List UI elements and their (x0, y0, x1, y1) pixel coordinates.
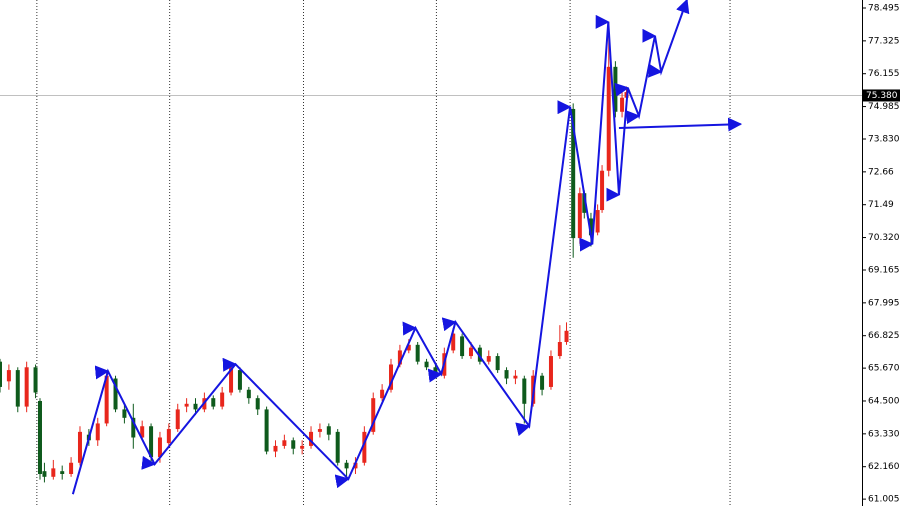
y-tick-label: 61.005 (868, 495, 900, 505)
candle-body (273, 445, 278, 452)
candle-body (193, 403, 198, 410)
current-price-label: 75.380 (866, 91, 898, 101)
candle-body (220, 392, 225, 407)
candle-body (522, 378, 527, 404)
candle-body (424, 361, 429, 368)
y-tick-label: 70.320 (868, 233, 900, 243)
candle-body (606, 66, 611, 171)
candle-body (122, 409, 127, 418)
candle-body (255, 398, 260, 410)
candle-body (211, 398, 216, 407)
candle-body (0, 361, 2, 387)
candle-body (335, 431, 340, 463)
y-tick-label: 76.155 (868, 69, 900, 79)
candle-body (246, 389, 251, 399)
candle-body (557, 342, 562, 357)
y-tick-label: 62.160 (868, 462, 900, 472)
y-tick-label: 65.670 (868, 364, 900, 374)
candle-body (42, 471, 47, 477)
y-tick-label: 72.66 (868, 167, 894, 177)
y-tick-label: 67.995 (868, 298, 900, 308)
candle-body (157, 437, 162, 458)
candle-body (564, 330, 569, 343)
candle-body (15, 370, 20, 407)
candle-body (415, 344, 420, 362)
candle-body (600, 170, 605, 211)
y-tick-label: 78.495 (868, 4, 900, 14)
y-tick-label: 71.49 (868, 200, 894, 210)
candle-body (51, 468, 56, 477)
candle-body (264, 409, 269, 452)
candle-body (33, 367, 38, 393)
candle-body (620, 97, 625, 112)
candle-body (433, 367, 438, 376)
candle-body (95, 423, 100, 441)
y-tick-label: 63.330 (868, 429, 900, 439)
candle-body (317, 429, 322, 432)
candle-body (495, 356, 500, 371)
candle-body (300, 445, 305, 449)
candle-body (380, 389, 385, 399)
candle-body (513, 375, 518, 379)
candle-body (540, 375, 545, 390)
current-price-box (863, 89, 900, 102)
candle-body (166, 429, 171, 444)
y-tick-label: 74.985 (868, 102, 900, 112)
candle-body (282, 440, 287, 446)
candle-body (577, 193, 582, 239)
y-tick-label: 77.325 (868, 36, 900, 46)
candle-body (595, 210, 600, 233)
candle-body (237, 370, 242, 390)
candle-body (37, 400, 42, 474)
candle-body (486, 356, 491, 362)
y-tick-label: 69.165 (868, 265, 900, 275)
candle-body (184, 403, 189, 407)
candle-body (468, 347, 473, 357)
candle-body (548, 356, 553, 387)
candle-body (291, 440, 296, 449)
y-tick-label: 64.500 (868, 396, 900, 406)
candle-body (60, 471, 65, 474)
candle-body (344, 462, 349, 469)
y-tick-label: 73.830 (868, 134, 900, 144)
candle-body (69, 462, 74, 474)
candle-body (504, 370, 509, 379)
candle-body (326, 426, 331, 435)
candle-body (24, 367, 29, 407)
y-tick-label: 66.825 (868, 331, 900, 341)
projection-arrow (618, 117, 743, 132)
zigzag-line (71, 0, 690, 495)
candle-body (77, 431, 82, 463)
candle-body (175, 409, 180, 430)
candle-body (6, 370, 11, 382)
candle-body (460, 336, 465, 357)
